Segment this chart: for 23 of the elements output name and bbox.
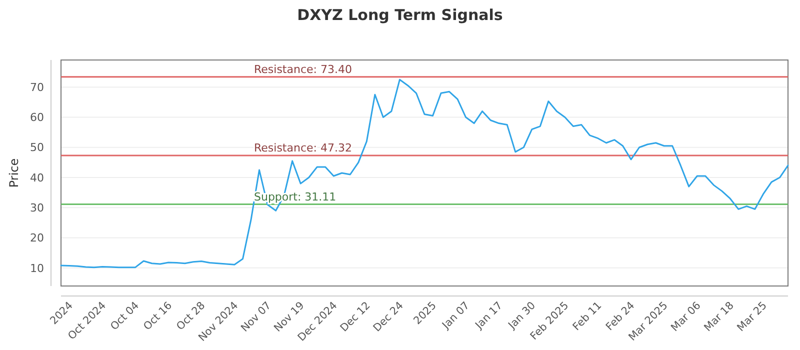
y-tick-label: 10 (30, 262, 44, 275)
x-tick-label: Mar 25 (735, 300, 770, 334)
x-tick-label: Mar 18 (702, 300, 736, 334)
x-tick-label: Jan 17 (472, 300, 505, 332)
y-tick-label: 60 (30, 111, 44, 124)
x-tick-label: Mar 06 (668, 299, 704, 334)
y-axis-title: Price (7, 158, 21, 188)
ref-line-label: Resistance: 73.40 (254, 62, 352, 76)
y-tick-label: 20 (30, 232, 44, 245)
chart-title: DXYZ Long Term Signals (297, 6, 503, 24)
x-tick-label: Oct 16 (141, 299, 175, 333)
x-tick-label: Oct 04 (108, 299, 142, 333)
x-tick-label: Dec 24 (371, 299, 406, 334)
y-tick-label: 50 (30, 141, 44, 154)
y-tick-label: 40 (30, 171, 44, 184)
x-tick-label: Jan 07 (439, 300, 472, 332)
x-tick-label: Nov 07 (238, 300, 274, 334)
ref-line-label: Resistance: 47.32 (254, 141, 352, 154)
y-tick-label: 70 (30, 80, 44, 94)
x-tick-label: Feb 11 (570, 300, 604, 334)
y-tick-label: 30 (30, 202, 44, 215)
x-tick-label: Dec 12 (338, 300, 373, 334)
line-series (60, 78, 789, 268)
